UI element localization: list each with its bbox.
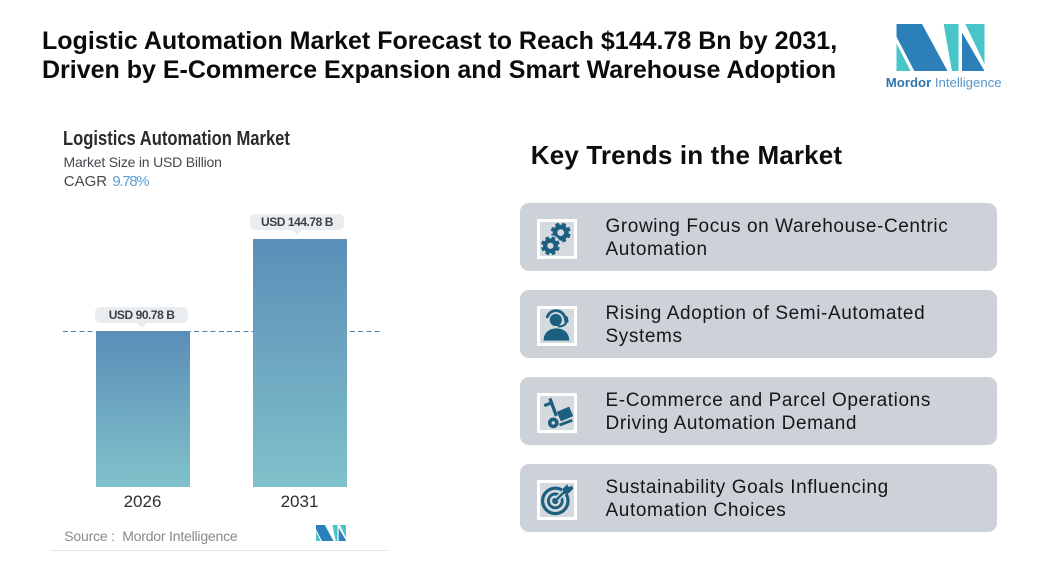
svg-text:Mordor Intelligence: Mordor Intelligence: [886, 75, 1002, 90]
